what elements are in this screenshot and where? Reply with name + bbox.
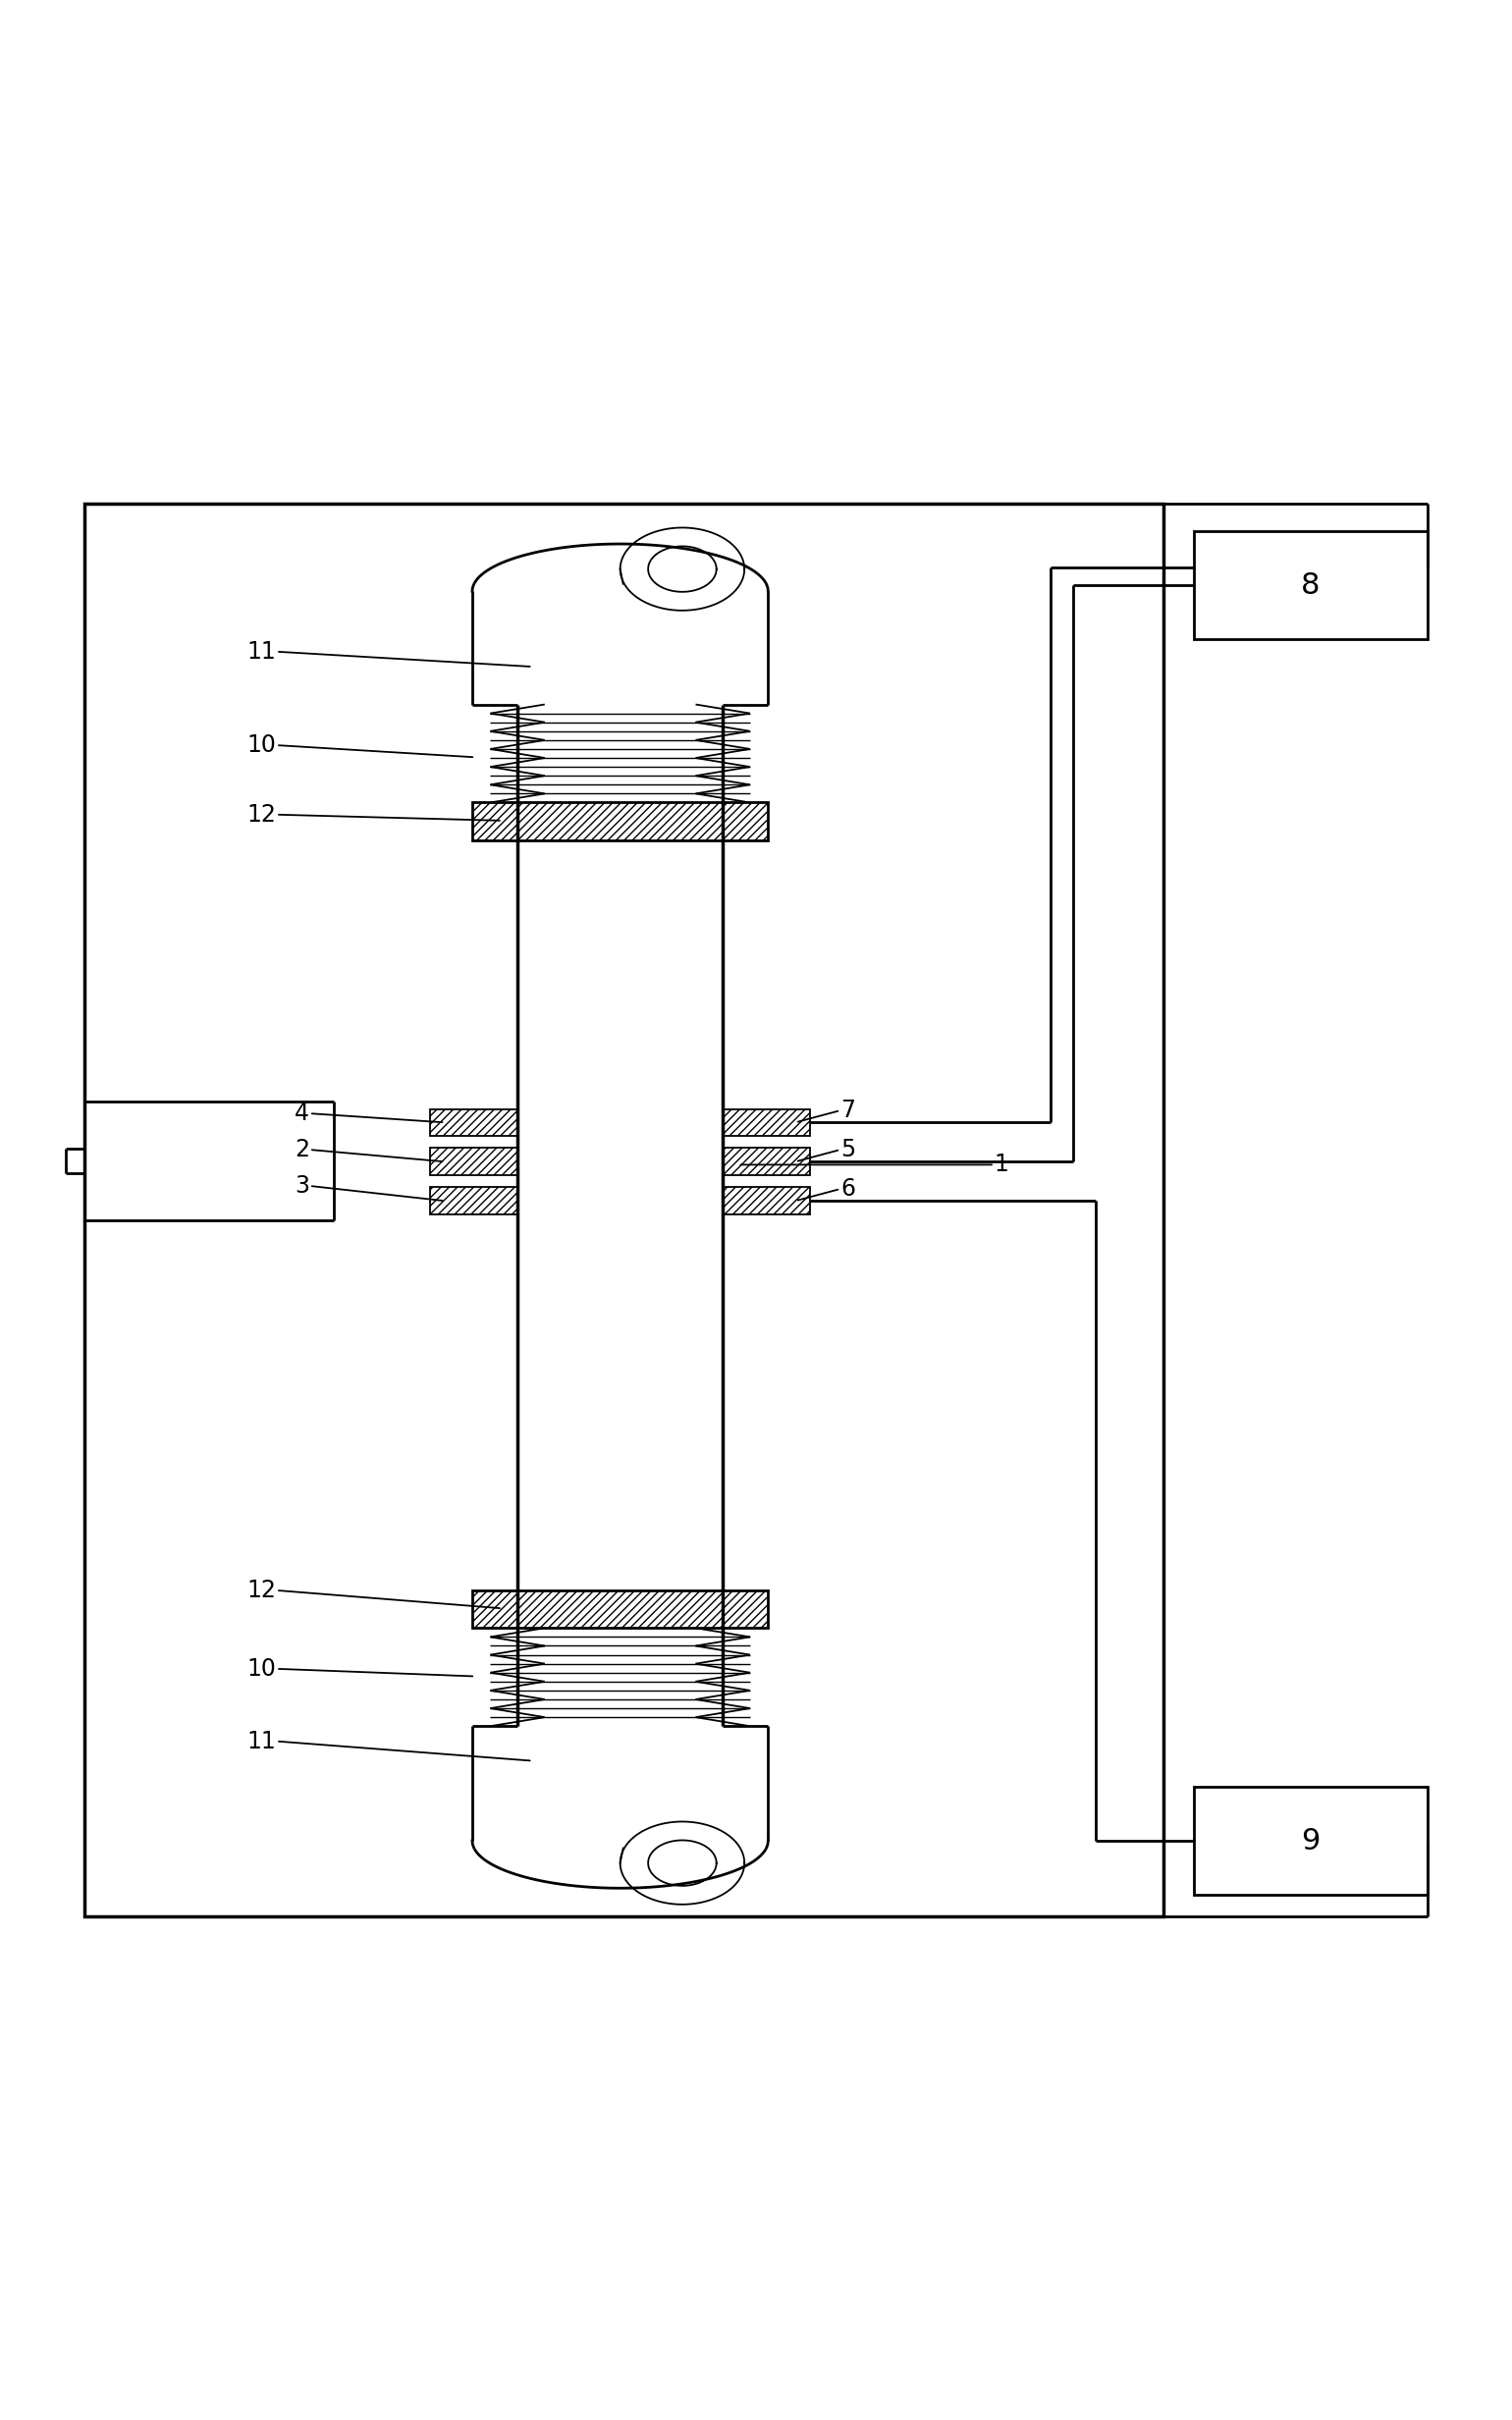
Text: 11: 11 — [246, 639, 277, 663]
Text: 12: 12 — [246, 1578, 277, 1602]
Text: 8: 8 — [1302, 571, 1320, 600]
Bar — [723, 1188, 810, 1215]
Text: 12: 12 — [246, 803, 277, 825]
Bar — [85, 503, 1164, 1917]
Text: 9: 9 — [1302, 1827, 1320, 1856]
Bar — [1193, 1786, 1427, 1895]
Bar — [723, 1147, 810, 1176]
Text: 7: 7 — [841, 1099, 856, 1123]
Bar — [472, 803, 768, 840]
Bar — [1193, 530, 1427, 639]
Text: 6: 6 — [841, 1176, 856, 1200]
Bar — [429, 1108, 517, 1135]
Bar — [472, 1590, 768, 1629]
Text: 5: 5 — [841, 1137, 856, 1162]
Text: 3: 3 — [295, 1174, 310, 1198]
Bar — [429, 1188, 517, 1215]
Text: 11: 11 — [246, 1730, 277, 1752]
Text: 1: 1 — [995, 1152, 1009, 1176]
Text: 2: 2 — [295, 1137, 310, 1162]
Text: 4: 4 — [295, 1101, 310, 1125]
Text: 10: 10 — [246, 1658, 277, 1679]
Bar — [723, 1108, 810, 1135]
Bar — [429, 1147, 517, 1176]
Text: 10: 10 — [246, 733, 277, 757]
